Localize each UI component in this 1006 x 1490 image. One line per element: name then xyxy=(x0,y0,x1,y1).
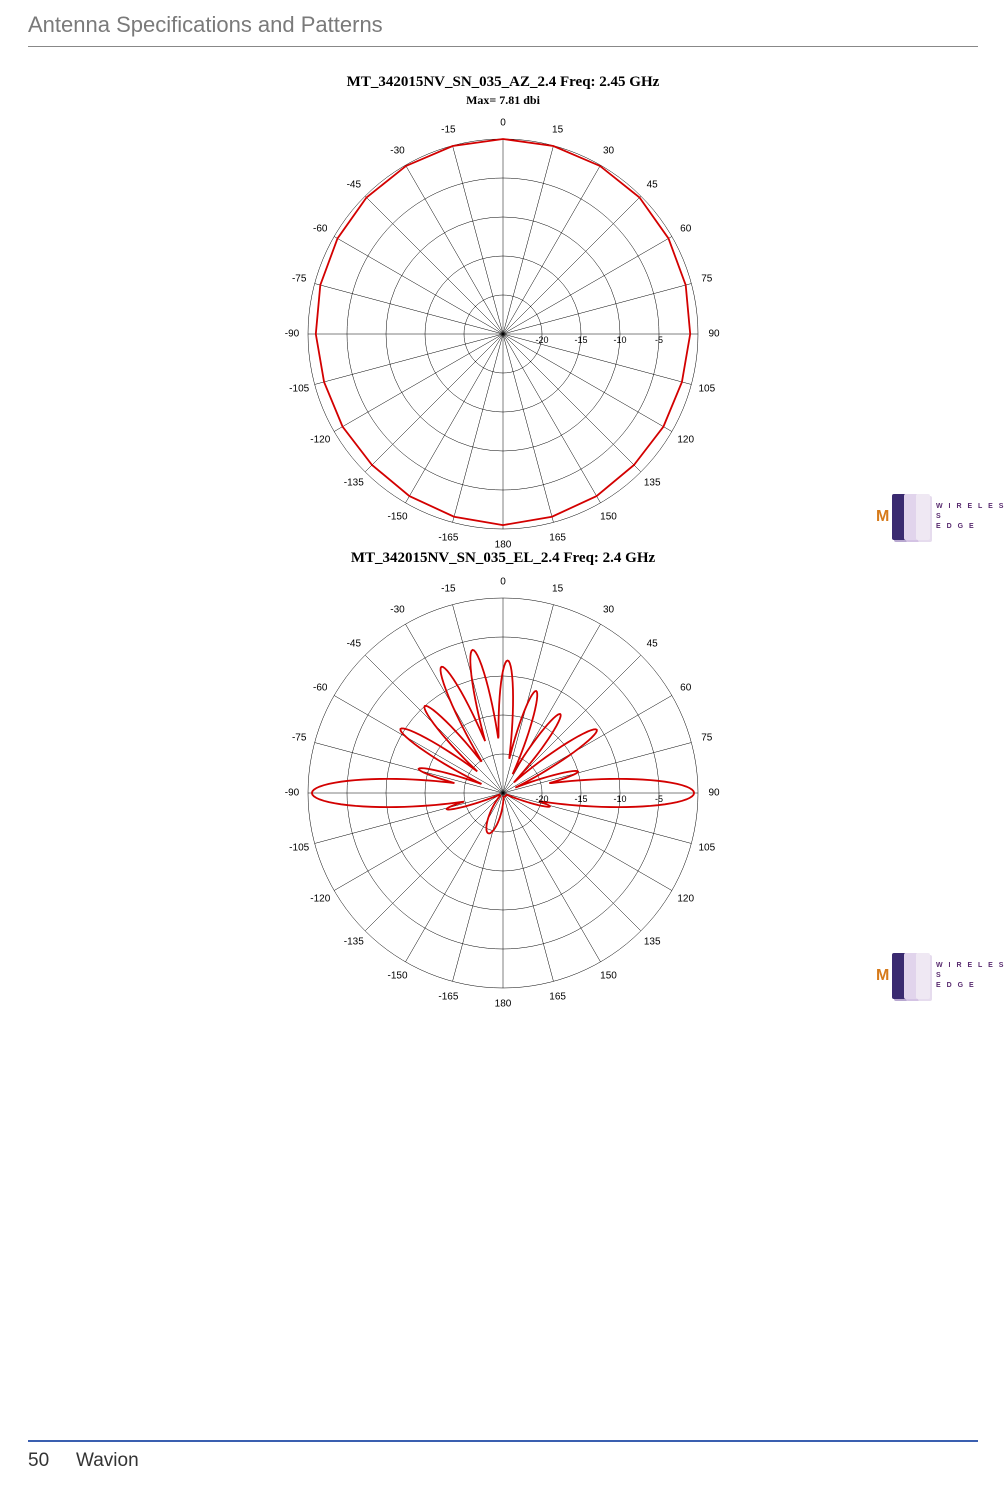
angle-tick-label: -75 xyxy=(292,274,306,285)
chart-title: MT_342015NV_SN_035_EL_2.4 Freq: 2.4 GHz xyxy=(100,550,906,567)
angle-tick-label: 0 xyxy=(500,577,506,588)
angle-tick-label: -60 xyxy=(313,682,327,693)
angle-tick-label: -135 xyxy=(344,478,364,489)
angle-tick-label: -30 xyxy=(390,146,404,157)
angle-tick-label: 60 xyxy=(680,682,691,693)
angle-tick-label: -105 xyxy=(289,842,309,853)
angle-tick-label: 30 xyxy=(603,146,614,157)
angle-tick-label: 180 xyxy=(495,999,512,1010)
angle-tick-label: -150 xyxy=(387,511,407,522)
angle-tick-label: 90 xyxy=(708,788,719,799)
angle-tick-label: 135 xyxy=(644,937,661,948)
angle-tick-label: 45 xyxy=(647,179,658,190)
angle-tick-label: 15 xyxy=(552,125,563,136)
angle-tick-label: 15 xyxy=(552,584,563,595)
angle-tick-label: -120 xyxy=(310,893,330,904)
radial-tick-label: -15 xyxy=(574,335,587,345)
footer-rule xyxy=(28,1440,978,1442)
radial-tick-label: -5 xyxy=(655,794,663,804)
angle-tick-label: 150 xyxy=(600,511,617,522)
radial-tick-label: -5 xyxy=(655,335,663,345)
angle-tick-label: -165 xyxy=(438,532,458,543)
angle-tick-label: 75 xyxy=(701,274,712,285)
vendor-logo: MW I R E L E S SE D G E xyxy=(886,494,1006,544)
page-section-title: Antenna Specifications and Patterns xyxy=(28,12,383,38)
angle-tick-label: -150 xyxy=(387,970,407,981)
chart-elevation: MT_342015NV_SN_035_EL_2.4 Freq: 2.4 GHz … xyxy=(100,550,906,1013)
angle-tick-label: 90 xyxy=(708,329,719,340)
angle-tick-label: 135 xyxy=(644,478,661,489)
angle-tick-label: 165 xyxy=(549,991,566,1002)
radial-tick-label: -15 xyxy=(574,794,587,804)
angle-tick-label: -15 xyxy=(441,584,455,595)
angle-tick-label: 60 xyxy=(680,223,691,234)
header-rule xyxy=(28,46,978,47)
radial-tick-label: -20 xyxy=(535,794,548,804)
angle-tick-label: 180 xyxy=(495,540,512,551)
vendor-logo: MW I R E L E S SE D G E xyxy=(886,953,1006,1003)
angle-tick-label: -165 xyxy=(438,991,458,1002)
angle-tick-label: -105 xyxy=(289,383,309,394)
angle-tick-label: -135 xyxy=(344,937,364,948)
radial-tick-label: -10 xyxy=(613,794,626,804)
radial-tick-label: -20 xyxy=(535,335,548,345)
angle-tick-label: -90 xyxy=(285,788,299,799)
angle-tick-label: -45 xyxy=(347,179,361,190)
angle-tick-label: -15 xyxy=(441,125,455,136)
angle-tick-label: 120 xyxy=(677,893,694,904)
angle-tick-label: -90 xyxy=(285,329,299,340)
page-number: 50 xyxy=(28,1450,49,1472)
angle-tick-label: 0 xyxy=(500,118,506,129)
polar-plot: -165-150-135-120-105-90-75-60-45-30-1501… xyxy=(283,114,723,554)
angle-tick-label: -120 xyxy=(310,434,330,445)
chart-title: MT_342015NV_SN_035_AZ_2.4 Freq: 2.45 GHz xyxy=(100,74,906,91)
angle-tick-label: 75 xyxy=(701,733,712,744)
angle-tick-label: 165 xyxy=(549,532,566,543)
radial-tick-label: -10 xyxy=(613,335,626,345)
angle-tick-label: -60 xyxy=(313,223,327,234)
polar-plot: -165-150-135-120-105-90-75-60-45-30-1501… xyxy=(283,573,723,1013)
angle-tick-label: -30 xyxy=(390,605,404,616)
footer-brand: Wavion xyxy=(76,1450,139,1472)
angle-tick-label: 150 xyxy=(600,970,617,981)
chart-azimuth: MT_342015NV_SN_035_AZ_2.4 Freq: 2.45 GHz… xyxy=(100,74,906,554)
angle-tick-label: 120 xyxy=(677,434,694,445)
angle-tick-label: -75 xyxy=(292,733,306,744)
angle-tick-label: 105 xyxy=(698,383,715,394)
angle-tick-label: -45 xyxy=(347,638,361,649)
angle-tick-label: 30 xyxy=(603,605,614,616)
angle-tick-label: 45 xyxy=(647,638,658,649)
angle-tick-label: 105 xyxy=(698,842,715,853)
chart-subtitle: Max= 7.81 dbi xyxy=(100,93,906,108)
